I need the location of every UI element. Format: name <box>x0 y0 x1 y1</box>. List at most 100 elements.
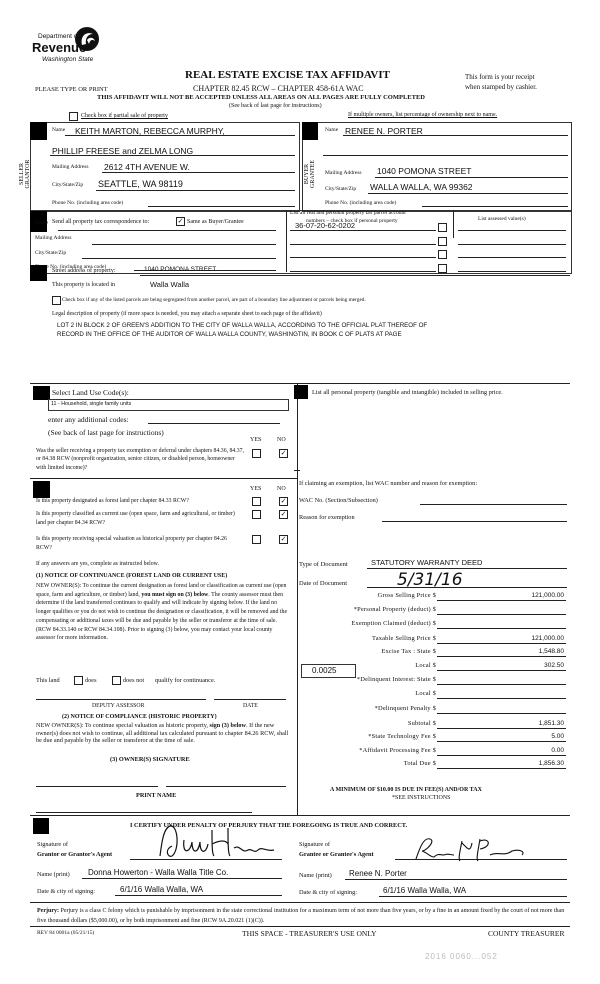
receipt-line1: This form is your receipt <box>465 73 535 81</box>
tax-row-label: *Delinquent Penalty $ <box>374 705 436 712</box>
perjury-notice: Perjury: Perjury is a class C felony whi… <box>37 907 572 926</box>
tax-row-label: Local $ <box>415 662 436 669</box>
yes-header: YES <box>250 437 262 443</box>
exemption-no-checkbox: ✓ <box>279 449 288 458</box>
deputy-assessor-label: DEPUTY ASSESSOR <box>92 703 145 709</box>
grantee-name-label: Name (print) <box>299 872 332 879</box>
doc-type-value: STATUTORY WARRANTY DEED <box>371 558 483 567</box>
tax-row-line <box>437 600 566 601</box>
grantee-date-label: Date & city of signing: <box>299 889 358 896</box>
date-label: DATE <box>243 703 258 709</box>
dor-logo-mark <box>75 27 99 51</box>
tax-row-value: 0.00 <box>551 747 564 754</box>
no-header-2: NO <box>277 486 286 492</box>
section-marker <box>294 385 308 399</box>
grantor-signature <box>159 825 275 857</box>
land-use-select: 11 - Household, single family units <box>48 399 289 411</box>
certify-statement: I CERTIFY UNDER PENALTY OF PERJURY THAT … <box>130 822 408 829</box>
grantee-sig-label-2: Grantee or Grantee's Agent <box>299 851 374 858</box>
does-checkbox <box>74 676 83 685</box>
qualify-label: qualify for continuance. <box>155 677 216 684</box>
personal-property-checkbox <box>438 236 447 246</box>
county-treasurer: COUNTY TREASURER <box>488 929 565 938</box>
land-use-see-back: (See back of last page for instructions) <box>48 428 164 437</box>
tax-row-line <box>437 713 566 714</box>
notice2-bold: sign (3) below <box>209 722 246 729</box>
legal-line-2: RECORD IN THE OFFICE OF THE AUDITOR OF W… <box>57 331 402 338</box>
segregated-checkbox <box>52 296 61 305</box>
parcel-number: 36-07-20-62-0202 <box>295 221 356 230</box>
local-rate-value: 0.0025 <box>312 666 337 675</box>
seller-side-label: SELLER GRANTOR <box>19 159 31 189</box>
grantor-sig-label-2: Grantor or Grantor's Agent <box>37 851 113 858</box>
notice1-bold: you must sign on (3) below <box>141 591 209 598</box>
grantee-sig-label-1: Signature of <box>299 841 330 848</box>
tax-row-label: *State Technology Fee $ <box>368 733 436 740</box>
treasurer-space: THIS SPACE - TREASURER'S USE ONLY <box>242 929 377 938</box>
warning-line: THIS AFFIDAVIT WILL NOT BE ACCEPTED UNLE… <box>97 94 425 101</box>
perjury-bold: Perjury: <box>37 908 59 914</box>
notice1-a: NEW OWNER(S): To continue the current de… <box>36 583 287 598</box>
no-header: NO <box>277 437 286 443</box>
tax-row-value: 1,856.30 <box>538 760 564 767</box>
grantor-date: 6/1/16 Walla Walla, WA <box>120 885 204 894</box>
form-revision: REV 84 0001a (05/21/15) <box>37 930 95 936</box>
buyer-city: WALLA WALLA, WA 99362 <box>370 182 473 192</box>
assessed-value-line <box>458 270 566 272</box>
tax-row-label: *Delinquent Interest: State $ <box>356 676 436 683</box>
buyer-city-label: City/State/Zip <box>325 186 357 192</box>
exemption-yes-checkbox <box>252 449 261 458</box>
located-label: This property is located in <box>52 282 115 288</box>
multiple-owners-note: If multiple owners, list percentage of o… <box>348 112 498 118</box>
current-use-no-checkbox: ✓ <box>279 510 288 519</box>
tax-row-line <box>437 728 566 729</box>
historic-no-checkbox: ✓ <box>279 535 288 544</box>
seller-mailing-label: Mailing Address <box>52 164 89 170</box>
chapter-line: CHAPTER 82.45 RCW – CHAPTER 458-61A WAC <box>193 84 364 93</box>
grantee-signature <box>415 838 524 862</box>
tax-row-label: Gross Selling Price $ <box>377 592 436 599</box>
same-as-buyer-label: Same as Buyer/Grantee <box>187 219 244 225</box>
grantee-name: Renee N. Porter <box>349 869 407 878</box>
personal-property-checkbox <box>438 250 447 259</box>
historic-yes-checkbox <box>252 535 261 544</box>
land-use-value: 11 - Household, single family units <box>51 401 132 407</box>
wac-label: WAC No. (Section/Subsection) <box>299 497 378 504</box>
buyer-mailing-label: Mailing Address <box>325 170 362 176</box>
forest-no-checkbox: ✓ <box>279 497 288 506</box>
tax-row-line <box>437 768 566 769</box>
section-marker <box>33 818 49 834</box>
notice-compliance-text: NEW OWNER(S): To continue special valuat… <box>36 722 290 745</box>
wac-field <box>420 504 567 505</box>
legal-line-1: LOT 2 IN BLOCK 2 OF GREEN'S ADDITION TO … <box>57 322 428 329</box>
buyer-phone-label: Phone No. (including area code) <box>325 200 397 206</box>
additional-codes-label: enter any additional codes: <box>48 415 129 424</box>
section-marker <box>302 122 318 140</box>
tax-row-line <box>437 628 566 629</box>
logo-line1: Department of <box>38 33 80 40</box>
section-marker <box>30 265 47 281</box>
this-land-label: This land <box>36 677 60 684</box>
segregated-label: Check box if any of the listed parcels a… <box>62 297 366 303</box>
doc-type-label: Type of Document <box>299 561 348 568</box>
personal-property-label: List all personal property (tangible and… <box>312 389 503 396</box>
corr-name-label: Name <box>35 220 49 226</box>
tax-row-line <box>437 741 566 742</box>
street-value: 1040 POMONA STREET <box>144 266 217 273</box>
tax-row-line <box>437 643 566 644</box>
tax-row-line <box>437 698 566 699</box>
notice1-b: . The county assessor must then determin… <box>36 591 288 642</box>
local-rate-box: 0.0025 <box>301 664 356 678</box>
yes-header-2: YES <box>250 486 262 492</box>
owner-signature-label: (3) OWNER(S) SIGNATURE <box>110 756 190 763</box>
tax-row-value: 1,548.80 <box>538 648 564 655</box>
tax-row-line <box>437 684 566 685</box>
reason-field <box>382 521 567 522</box>
tax-row-value: 121,000.00 <box>531 592 564 599</box>
corr-mailing-label: Mailing Address <box>35 235 72 241</box>
partial-sale-label: Check box if partial sale of property <box>81 113 168 119</box>
forest-yes-checkbox <box>252 497 261 506</box>
section-marker <box>33 386 50 400</box>
doc-date-label: Date of Document <box>299 580 348 587</box>
assessed-value-line <box>458 243 566 245</box>
